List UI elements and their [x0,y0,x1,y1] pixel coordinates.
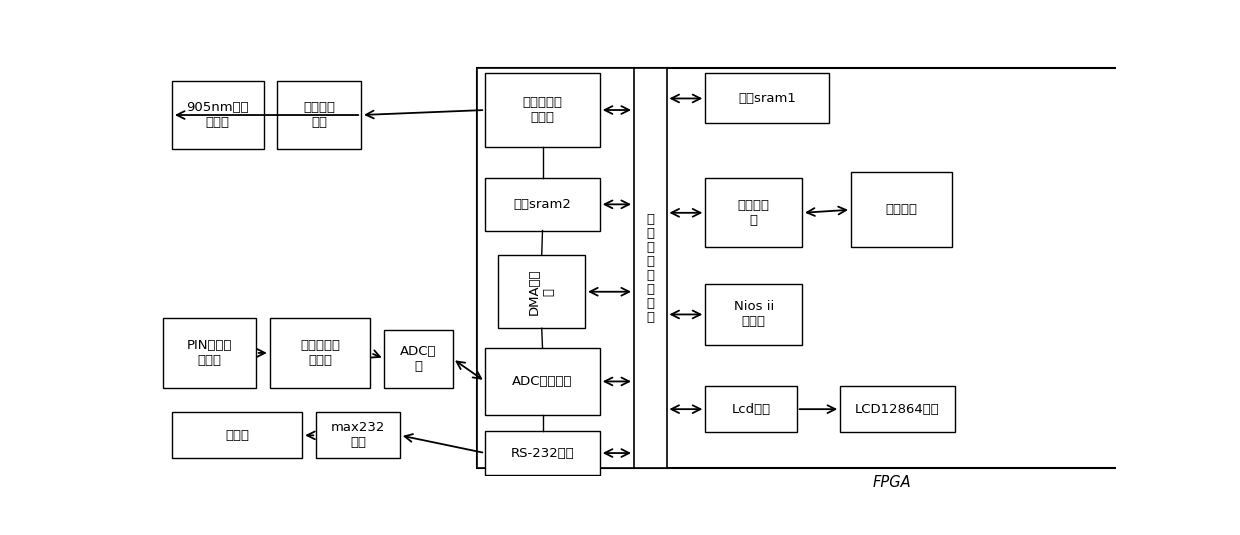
Bar [270,318,371,387]
Text: 三态桥接
口: 三态桥接 口 [738,199,770,227]
Text: 系
统
架
构
互
联
总
线: 系 统 架 构 互 联 总 线 [646,213,655,324]
Bar [841,386,955,432]
Text: RS-232接口: RS-232接口 [511,447,574,460]
Text: 片上sram2: 片上sram2 [513,198,572,211]
Bar [706,73,830,124]
Text: 激光驱动
模块: 激光驱动 模块 [304,101,335,129]
Text: LCD12864模块: LCD12864模块 [856,403,940,416]
Bar [706,178,802,248]
Text: PIN光电传
感模块: PIN光电传 感模块 [186,339,232,367]
Bar [384,330,453,387]
Text: max232
模块: max232 模块 [331,422,386,449]
Text: 片上sram1: 片上sram1 [738,92,796,105]
Bar [706,386,796,432]
Text: ADC控制接口: ADC控制接口 [512,375,573,388]
Bar [172,81,263,149]
Bar [485,348,600,415]
Bar [634,68,667,469]
Bar [706,284,802,345]
Text: FPGA: FPGA [873,475,911,490]
Text: 上位机: 上位机 [226,429,249,442]
Bar [851,172,952,248]
Bar [485,178,600,231]
Text: Nios ii
处理器: Nios ii 处理器 [734,301,774,328]
Text: DMA控制
器: DMA控制 器 [528,269,556,315]
Text: 片外闪存: 片外闪存 [885,203,918,216]
Bar [476,68,1147,469]
Text: 带宽电压调
理模块: 带宽电压调 理模块 [300,339,340,367]
Bar [476,68,635,469]
Text: 905nm激光
发射器: 905nm激光 发射器 [186,101,249,129]
Bar [485,73,600,147]
Bar [172,412,303,458]
Bar [498,255,585,328]
Text: 激光脉冲控
制接口: 激光脉冲控 制接口 [522,96,563,124]
Bar [485,431,600,476]
Text: Lcd接口: Lcd接口 [732,403,770,416]
Text: ADC模
块: ADC模 块 [401,345,436,373]
Bar [162,318,255,387]
Bar [278,81,361,149]
Bar [316,412,401,458]
